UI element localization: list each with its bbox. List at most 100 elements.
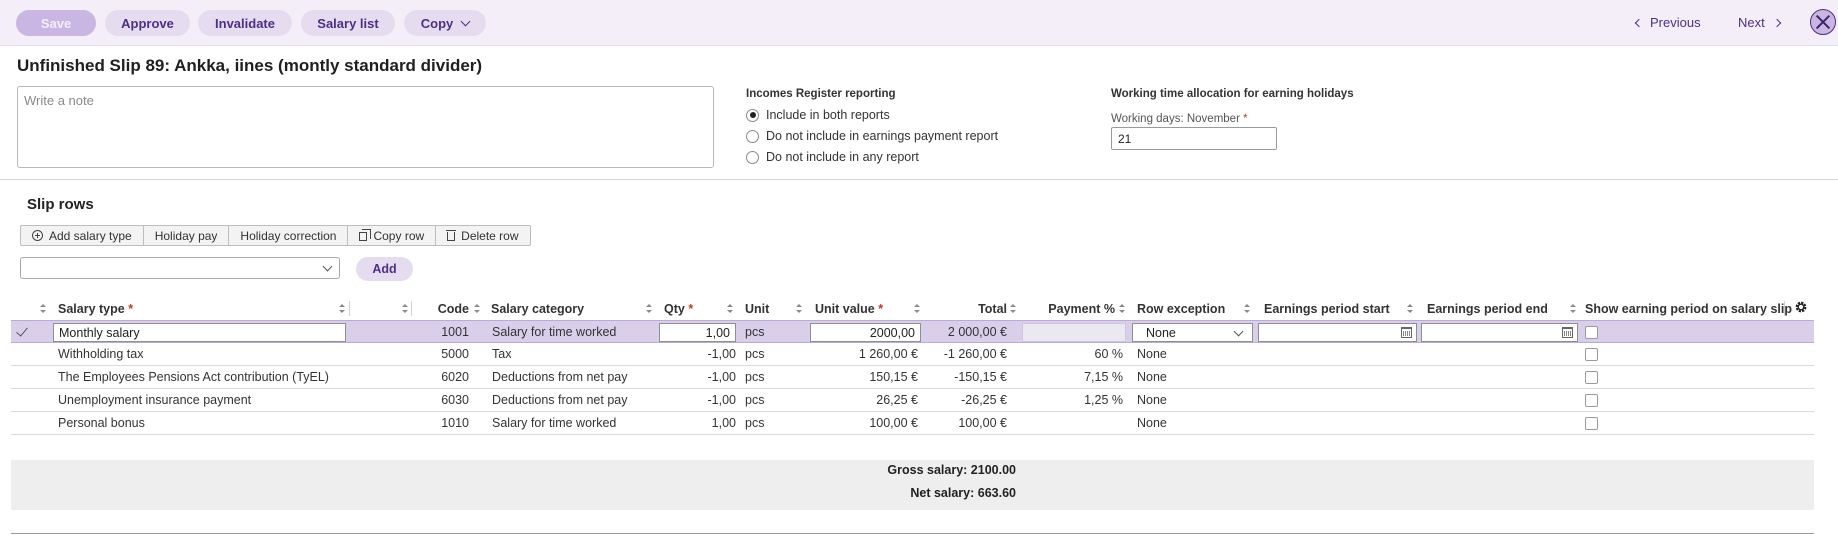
sort-icon[interactable] xyxy=(1244,303,1250,315)
sort-icon[interactable] xyxy=(646,303,652,315)
table-row[interactable]: The Employees Pensions Act contribution … xyxy=(11,366,1814,389)
sort-icon[interactable] xyxy=(1119,303,1125,315)
col-payment-pct[interactable]: Payment % xyxy=(1048,302,1115,316)
close-icon[interactable] xyxy=(1810,9,1836,35)
working-days-input[interactable] xyxy=(1111,127,1277,150)
next-label: Next xyxy=(1738,15,1765,30)
sort-icon[interactable] xyxy=(914,303,920,315)
code-cell: 1010 xyxy=(441,416,469,430)
col-total[interactable]: Total xyxy=(978,302,1007,316)
table-row[interactable]: Unemployment insurance payment 6030 Dedu… xyxy=(11,389,1814,412)
invalidate-button[interactable]: Invalidate xyxy=(198,10,292,36)
payment-pct-cell: 60 % xyxy=(1094,347,1124,361)
salary-type-cell: Personal bonus xyxy=(58,416,145,430)
payment-pct-cell xyxy=(1022,412,1123,434)
earnings-start-input[interactable] xyxy=(1258,323,1417,342)
working-days-label-text: Working days: November xyxy=(1111,113,1240,125)
sort-icon[interactable] xyxy=(402,303,408,315)
sort-icon[interactable] xyxy=(1010,303,1016,315)
radio-include-both[interactable]: Include in both reports xyxy=(746,108,890,122)
copy-icon xyxy=(359,229,372,241)
col-unit-value[interactable]: Unit value * xyxy=(815,300,883,318)
col-show-period[interactable]: Show earning period on salary slip xyxy=(1585,302,1792,316)
note-textarea[interactable] xyxy=(17,86,714,168)
show-period-checkbox[interactable] xyxy=(1585,348,1598,361)
show-period-checkbox[interactable] xyxy=(1585,417,1598,430)
unit-cell: pcs xyxy=(745,347,765,361)
salary-list-button[interactable]: Salary list xyxy=(301,10,395,36)
chevron-down-icon xyxy=(322,261,333,272)
previous-label: Previous xyxy=(1650,15,1701,30)
holiday-pay-button[interactable]: Holiday pay xyxy=(144,226,230,245)
col-earnings-start[interactable]: Earnings period start xyxy=(1264,302,1390,316)
unit-value-cell: 26,25 € xyxy=(876,393,918,407)
table-row[interactable]: Withholding tax 5000 Tax -1,00 pcs 1 260… xyxy=(11,343,1814,366)
top-toolbar: Save Approve Invalidate Salary list Copy… xyxy=(0,0,1838,46)
earnings-end-input[interactable] xyxy=(1421,323,1578,342)
column-separator xyxy=(411,301,412,316)
page-title: Unfinished Slip 89: Ankka, iines (montly… xyxy=(17,56,483,75)
show-period-checkbox[interactable] xyxy=(1585,394,1598,407)
sort-icon[interactable] xyxy=(1570,303,1576,315)
slip-rows-title: Slip rows xyxy=(27,196,94,213)
radio-icon xyxy=(746,150,759,164)
column-separator xyxy=(349,301,350,316)
sort-icon[interactable] xyxy=(40,303,46,315)
section-divider xyxy=(0,179,1838,180)
code-cell: 1001 xyxy=(441,325,469,339)
chevron-left-icon xyxy=(1634,18,1644,27)
required-mark: * xyxy=(688,302,694,316)
col-earnings-end[interactable]: Earnings period end xyxy=(1427,302,1548,316)
required-mark: * xyxy=(128,302,134,316)
required-mark: * xyxy=(878,302,884,316)
sort-icon[interactable] xyxy=(1407,303,1413,315)
add-salary-type-button[interactable]: Add salary type xyxy=(21,226,144,245)
code-cell: 6020 xyxy=(441,370,469,384)
qty-input[interactable]: 1,00 xyxy=(659,323,736,342)
approve-button[interactable]: Approve xyxy=(105,10,190,36)
radio-label: Include in both reports xyxy=(766,108,890,122)
show-period-checkbox[interactable] xyxy=(1585,371,1598,384)
calendar-icon[interactable] xyxy=(1562,327,1573,338)
col-unit[interactable]: Unit xyxy=(745,302,770,316)
col-salary-category[interactable]: Salary category xyxy=(491,302,585,316)
add-button[interactable]: Add xyxy=(356,257,413,281)
unit-cell: pcs xyxy=(745,416,765,430)
row-exception-select[interactable]: None xyxy=(1132,323,1253,342)
table-row[interactable]: Monthly salary 1001 Salary for time work… xyxy=(11,320,1814,343)
payment-pct-input[interactable] xyxy=(1022,323,1126,342)
unit-value-input[interactable]: 2000,00 xyxy=(810,323,921,342)
sort-icon[interactable] xyxy=(474,303,480,315)
save-button[interactable]: Save xyxy=(16,10,96,36)
sort-icon[interactable] xyxy=(339,303,345,315)
col-row-exception[interactable]: Row exception xyxy=(1137,302,1226,316)
qty-cell: -1,00 xyxy=(707,347,737,361)
delete-row-button[interactable]: Delete row xyxy=(436,226,529,245)
row-exception-value: None xyxy=(1146,325,1176,340)
radio-icon xyxy=(746,129,759,143)
salary-type-input[interactable]: Monthly salary xyxy=(53,323,346,342)
sort-icon[interactable] xyxy=(796,303,802,315)
radio-exclude-earnings[interactable]: Do not include in earnings payment repor… xyxy=(746,129,998,143)
category-cell: Deductions from net pay xyxy=(492,393,628,407)
previous-link[interactable]: Previous xyxy=(1634,15,1701,30)
show-period-checkbox[interactable] xyxy=(1585,326,1598,339)
col-qty[interactable]: Qty * xyxy=(664,300,693,318)
calendar-icon[interactable] xyxy=(1401,327,1412,338)
copy-label: Copy xyxy=(420,15,454,31)
gear-icon[interactable] xyxy=(1794,300,1808,314)
col-code[interactable]: Code xyxy=(437,302,469,316)
total-cell: -26,25 € xyxy=(961,393,1007,407)
copy-row-button[interactable]: Copy row xyxy=(348,226,437,245)
trash-icon xyxy=(446,230,457,241)
next-link[interactable]: Next xyxy=(1738,15,1781,30)
copy-dropdown-button[interactable]: Copy xyxy=(404,10,486,36)
holiday-correction-button[interactable]: Holiday correction xyxy=(229,226,349,245)
sort-icon[interactable] xyxy=(727,303,733,315)
total-cell: 2 000,00 € xyxy=(947,325,1007,339)
salary-type-select[interactable] xyxy=(20,257,340,279)
col-salary-type[interactable]: Salary type * xyxy=(58,300,133,318)
radio-exclude-all[interactable]: Do not include in any report xyxy=(746,150,919,164)
add-salary-type-label: Add salary type xyxy=(49,228,132,243)
table-row[interactable]: Personal bonus 1010 Salary for time work… xyxy=(11,412,1814,435)
